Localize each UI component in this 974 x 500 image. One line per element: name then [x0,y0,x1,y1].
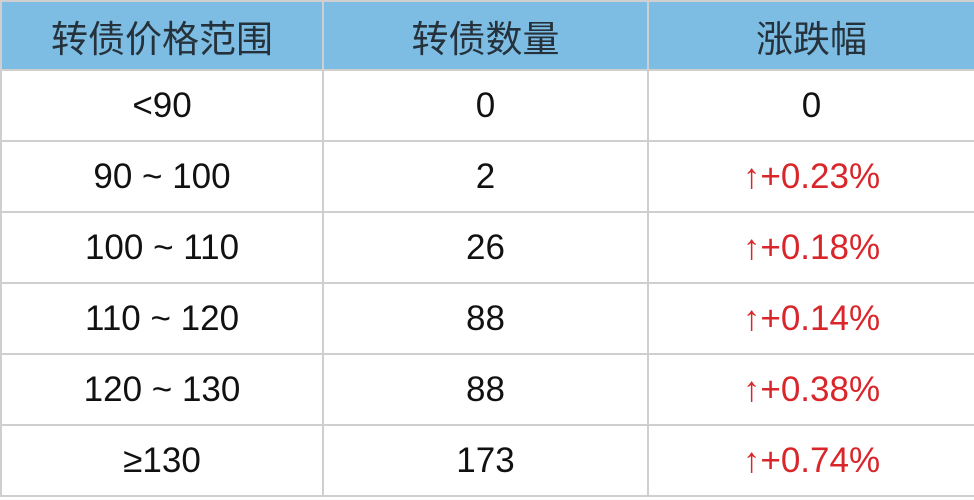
change-cell: 0 [647,69,974,142]
table-row: 90 ~ 100 2 ↑+0.23% [0,140,974,213]
table-row: ≥130 173 ↑+0.74% [0,424,974,497]
count-cell: 88 [322,353,649,426]
change-cell: ↑+0.23% [647,140,974,213]
range-cell: ≥130 [0,424,324,497]
count-cell: 88 [322,282,649,355]
table-row: 120 ~ 130 88 ↑+0.38% [0,353,974,426]
count-cell: 173 [322,424,649,497]
range-cell: 100 ~ 110 [0,211,324,284]
table-row: 110 ~ 120 88 ↑+0.14% [0,282,974,355]
range-cell: 120 ~ 130 [0,353,324,426]
count-cell: 2 [322,140,649,213]
header-change: 涨跌幅 [647,0,974,71]
header-count: 转债数量 [322,0,649,71]
header-price-range: 转债价格范围 [0,0,324,71]
change-cell: ↑+0.18% [647,211,974,284]
count-cell: 0 [322,69,649,142]
range-cell: 90 ~ 100 [0,140,324,213]
table-row: <90 0 0 [0,69,974,142]
table-row: 100 ~ 110 26 ↑+0.18% [0,211,974,284]
count-cell: 26 [322,211,649,284]
range-cell: 110 ~ 120 [0,282,324,355]
change-cell: ↑+0.38% [647,353,974,426]
range-cell: <90 [0,69,324,142]
header-row: 转债价格范围 转债数量 涨跌幅 [0,0,974,71]
change-cell: ↑+0.14% [647,282,974,355]
change-cell: ↑+0.74% [647,424,974,497]
